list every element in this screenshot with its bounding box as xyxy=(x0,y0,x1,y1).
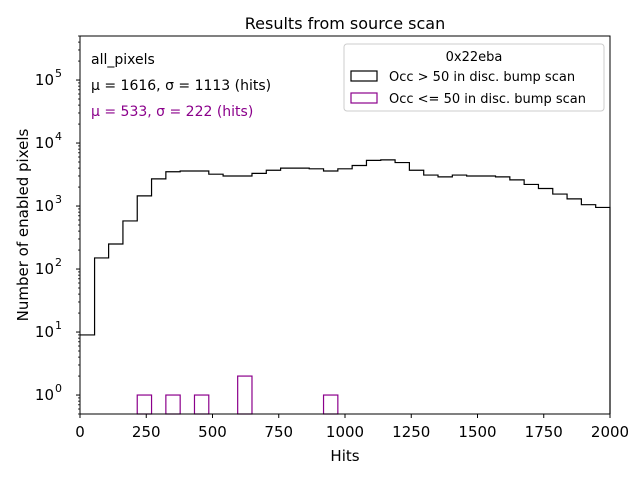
legend-entry-main: Occ > 50 in disc. bump scan xyxy=(389,70,575,85)
legend-swatch-low xyxy=(350,92,378,104)
legend-title: 0x22eba xyxy=(446,50,503,65)
x-tick-label: 2000 xyxy=(591,423,629,441)
y-tick-exponent: 4 xyxy=(55,130,62,143)
label-all-pixels: all_pixels xyxy=(91,52,155,68)
plot-layer xyxy=(80,159,611,415)
y-tick-exponent: 1 xyxy=(55,319,62,332)
stats-main: μ = 1616, σ = 1113 (hits) xyxy=(91,78,271,94)
x-tick-label: 500 xyxy=(198,423,227,441)
histogram-series-main xyxy=(80,159,611,414)
legend-box xyxy=(343,43,605,112)
y-tick-label: 10 xyxy=(35,323,54,341)
stats-low: μ = 533, σ = 222 (hits) xyxy=(91,104,253,120)
x-tick-label: 1750 xyxy=(525,423,563,441)
histogram-bar-low-0 xyxy=(136,394,153,415)
histogram-bar-low-3 xyxy=(237,375,253,415)
x-tick-label: 1250 xyxy=(392,423,430,441)
y-tick-exponent: 5 xyxy=(55,67,62,80)
y-tick-exponent: 0 xyxy=(55,382,62,395)
chart-title: Results from source scan xyxy=(245,14,445,33)
x-tick-label: 0 xyxy=(75,423,85,441)
histogram-bar-low-2 xyxy=(193,394,210,415)
y-tick-label: 10 xyxy=(35,260,54,278)
y-tick-label: 10 xyxy=(35,386,54,404)
legend-entry-low: Occ <= 50 in disc. bump scan xyxy=(389,92,586,107)
y-tick-exponent: 2 xyxy=(55,256,62,269)
legend: 0x22eba Occ > 50 in disc. bump scan Occ … xyxy=(343,43,605,112)
y-tick-label: 10 xyxy=(35,71,54,89)
y-tick-label: 10 xyxy=(35,197,54,215)
x-tick-label: 1000 xyxy=(326,423,364,441)
histogram-bar-low-4 xyxy=(322,394,339,415)
x-axis-title: Hits xyxy=(330,447,359,465)
legend-swatch-main xyxy=(350,70,378,82)
x-tick-label: 250 xyxy=(132,423,161,441)
x-tick-label: 1500 xyxy=(458,423,496,441)
histogram-bar-low-1 xyxy=(165,394,181,415)
y-tick-exponent: 3 xyxy=(55,193,62,206)
y-tick-label: 10 xyxy=(35,134,54,152)
x-tick-label: 750 xyxy=(264,423,293,441)
y-axis-title: Number of enabled pixels xyxy=(14,128,32,321)
